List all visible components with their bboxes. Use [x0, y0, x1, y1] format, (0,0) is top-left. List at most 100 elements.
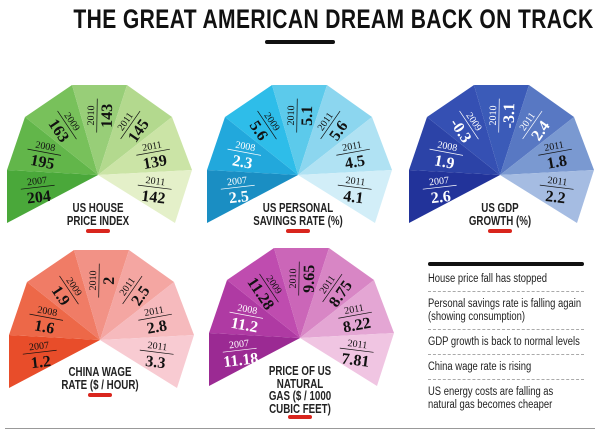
red-marker	[288, 415, 312, 419]
year-label: 2008	[436, 140, 458, 154]
fan-segment	[209, 333, 300, 386]
segment-label: 2010 9.65	[288, 261, 318, 296]
fan-segment	[27, 250, 100, 340]
note-text: GDP growth is back to normal levels	[428, 336, 580, 348]
value-label: 2.2	[544, 188, 566, 207]
label-divider	[139, 349, 174, 355]
label-divider	[222, 347, 257, 353]
value-label: 8.22	[342, 315, 373, 337]
year-label: 2007	[29, 340, 50, 353]
fan-title-line: PRICE INDEX	[66, 213, 130, 228]
year-label: 2010	[488, 105, 499, 125]
fan-title: CHINA WAGE RATE ($ / HOUR)	[40, 366, 160, 391]
year-label: 2011	[141, 140, 162, 154]
fan-title: US HOUSE PRICE INDEX	[38, 202, 158, 227]
year-label: 2010	[288, 268, 299, 288]
year-label: 2008	[234, 140, 256, 154]
segment-label: 2010 5.1	[286, 98, 316, 133]
fan-title-line: SAVINGS RATE (%)	[253, 213, 343, 228]
fan-segment	[300, 248, 374, 338]
note-text: China wage rate is rising	[428, 361, 532, 373]
year-label: 2007	[227, 175, 248, 188]
fan-segment	[98, 170, 192, 223]
fan-segment	[98, 85, 172, 175]
year-label: 2007	[27, 175, 48, 188]
note-item: China wage rate is rising	[428, 359, 584, 380]
fan-segment	[100, 250, 174, 340]
fan-segment	[227, 248, 300, 338]
fan-title-line: PRICE OF US	[268, 364, 332, 378]
label-divider	[337, 184, 372, 190]
notes-top-bar	[428, 262, 584, 266]
fan-segment	[272, 85, 327, 175]
segment-label: 2010 143	[86, 98, 116, 133]
value-label: 7.81	[340, 350, 370, 370]
label-divider	[522, 110, 543, 140]
fan-segment	[298, 170, 392, 223]
fan-segment	[7, 117, 98, 175]
bottom-divider	[5, 428, 595, 429]
fan-segment	[274, 248, 329, 338]
label-divider	[320, 110, 341, 140]
label-divider	[59, 275, 79, 305]
label-divider	[459, 110, 479, 140]
fan-segment	[100, 335, 194, 388]
fan-title: PRICE OF US NATURAL GAS ($ / 1000 CUBIC FEE…	[240, 365, 360, 415]
fan-segment	[207, 117, 298, 175]
label-divider	[229, 311, 264, 319]
year-label: 2010	[86, 105, 97, 125]
label-divider	[298, 261, 300, 296]
label-divider	[227, 148, 262, 156]
notes-panel: House price fall has stopped Personal sa…	[428, 262, 584, 421]
segment-label: 2010 -3.1	[488, 98, 518, 133]
fan-segment	[298, 85, 372, 175]
fan-segment	[209, 280, 300, 338]
value-label: 204	[26, 188, 52, 208]
fan-title-line: CUBIC FEET)	[269, 401, 331, 416]
label-divider	[336, 148, 370, 156]
label-divider	[29, 313, 64, 321]
fan-segment	[207, 170, 298, 223]
fan-title-line: US GDP	[481, 201, 519, 215]
year-label: 2011	[543, 140, 564, 154]
label-divider	[296, 98, 298, 133]
fan-segment	[9, 282, 100, 340]
year-label: 2007	[229, 338, 250, 351]
value-label: 1.8	[546, 152, 569, 172]
value-label: 139	[142, 152, 169, 173]
value-label: 195	[29, 152, 56, 173]
note-text: House price fall has stopped	[428, 273, 548, 285]
year-label: 2008	[36, 305, 58, 319]
label-divider	[98, 263, 100, 298]
value-label: 5.1	[299, 106, 316, 126]
year-label: 2010	[286, 105, 297, 125]
label-divider	[220, 184, 255, 190]
note-text: Personal savings rate is falling again (…	[428, 298, 582, 323]
value-label: 4.5	[344, 152, 367, 172]
value-label: 1.9	[433, 152, 456, 172]
year-label: 2011	[341, 140, 362, 154]
fan-segment	[74, 250, 129, 340]
segment-label: 2010 2	[88, 263, 118, 298]
fan-segment	[500, 170, 594, 223]
value-label: 2.3	[231, 152, 254, 172]
fan-title-line: US PERSONAL	[262, 201, 334, 215]
fan-title-line: GAS ($ / 1000	[268, 389, 332, 403]
fan-segment	[300, 280, 394, 338]
label-divider	[338, 311, 372, 319]
fan-segment	[98, 117, 192, 175]
year-label: 2007	[429, 175, 450, 188]
year-label: 2011	[143, 305, 164, 319]
